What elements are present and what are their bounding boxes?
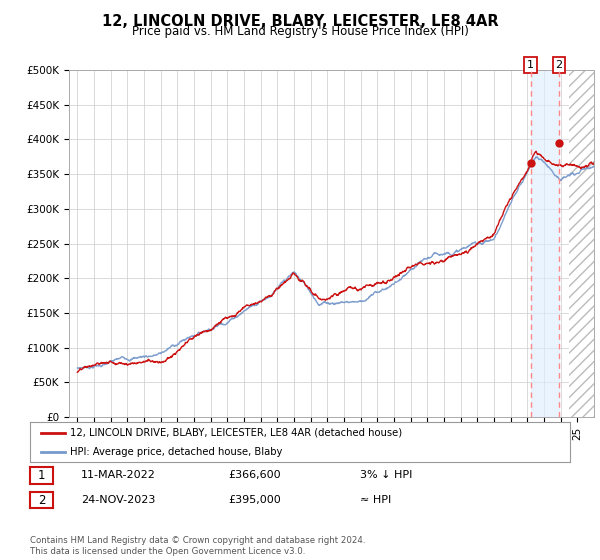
- Text: 12, LINCOLN DRIVE, BLABY, LEICESTER, LE8 4AR (detached house): 12, LINCOLN DRIVE, BLABY, LEICESTER, LE8…: [71, 428, 403, 437]
- Text: 24-NOV-2023: 24-NOV-2023: [81, 494, 155, 505]
- Text: Contains HM Land Registry data © Crown copyright and database right 2024.
This d: Contains HM Land Registry data © Crown c…: [30, 536, 365, 556]
- Text: ≈ HPI: ≈ HPI: [360, 494, 391, 505]
- Text: £366,600: £366,600: [228, 470, 281, 480]
- Bar: [569, 70, 600, 417]
- Text: 1: 1: [38, 469, 45, 482]
- Text: HPI: Average price, detached house, Blaby: HPI: Average price, detached house, Blab…: [71, 447, 283, 457]
- Text: 12, LINCOLN DRIVE, BLABY, LEICESTER, LE8 4AR: 12, LINCOLN DRIVE, BLABY, LEICESTER, LE8…: [101, 14, 499, 29]
- Text: Price paid vs. HM Land Registry's House Price Index (HPI): Price paid vs. HM Land Registry's House …: [131, 25, 469, 38]
- Text: £395,000: £395,000: [228, 494, 281, 505]
- Text: 11-MAR-2022: 11-MAR-2022: [81, 470, 156, 480]
- Text: 3% ↓ HPI: 3% ↓ HPI: [360, 470, 412, 480]
- Text: 2: 2: [38, 493, 45, 507]
- Text: 2: 2: [556, 60, 563, 70]
- Text: 1: 1: [527, 60, 534, 70]
- Bar: [530, 70, 559, 417]
